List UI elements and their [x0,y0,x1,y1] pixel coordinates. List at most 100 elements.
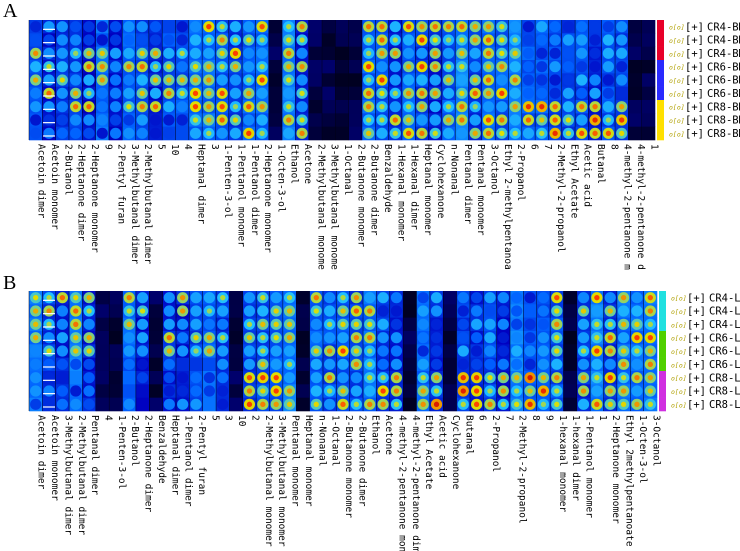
heatmap-cell [335,86,349,101]
heatmap-spot-core [445,104,452,110]
heatmap-spot [109,127,122,139]
heatmap-spot [109,101,122,113]
heatmap-spot [403,34,415,46]
heatmap-spot [589,34,601,46]
heatmap-spot-core [554,308,560,314]
heatmap-spot [536,87,548,99]
heatmap-spot [70,358,82,370]
heatmap-cell [322,33,336,47]
heatmap-spot-core [139,308,146,314]
heatmap-spot-core [433,375,440,381]
row-label: CR6-BM [707,88,740,100]
heatmap-spot-core [487,375,493,381]
compound-label: 2-Butanol [62,144,73,195]
row-marker: [+] [685,21,704,33]
heatmap-cell [229,371,244,385]
heatmap-cell [348,73,363,87]
heatmap-spot [589,21,601,33]
heatmap-spot-core [340,388,346,394]
heatmap-spot [591,305,603,317]
heatmap-spot [243,345,256,357]
heatmap-spot-core [219,64,225,70]
compound-label: Benzaldehyde [156,415,167,484]
heatmap-spot-core [179,90,185,96]
heatmap-cell [335,126,349,141]
heatmap-spot [136,114,148,126]
heatmap-cell [42,397,57,412]
heatmap-spot [283,127,295,139]
heatmap-cell [268,46,283,61]
heatmap-spot [442,87,455,99]
heatmap-spot [56,61,68,73]
heatmap-spot-core [232,50,239,57]
heatmap-spot [509,87,521,99]
heatmap-spot [390,292,403,304]
heatmap-cell [229,384,244,398]
heatmap-spot [190,318,202,330]
heatmap-spot-core [500,388,507,394]
heatmap-spot [602,101,614,113]
heatmap-spot-core [179,50,185,57]
heatmap-spot-core [73,308,79,314]
heatmap-spot [189,127,202,139]
heatmap-spot [136,292,149,304]
heatmap-cell [95,397,110,412]
heatmap-spot [190,385,202,397]
heatmap-spot-core [445,117,452,123]
heatmap-spot-core [433,401,440,407]
heatmap-spot [217,385,229,397]
heatmap-cell [348,46,363,61]
compound-label: 8 [608,144,619,150]
heatmap-cell [268,86,283,101]
heatmap-spot-core [206,117,212,123]
heatmap-spot [577,292,590,304]
heatmap-spot-core [232,104,239,110]
heatmap-cell [95,331,110,345]
compound-label: 2-Pentyl furan [116,144,127,224]
heatmap-spot-core [540,388,547,394]
heatmap-spot [457,305,469,317]
panel-a: A Acetoin dimer Acetoin monomer 2-Butanol 2… [0,0,740,270]
heatmap-spot [56,345,69,357]
heatmap-spot [70,385,82,397]
heatmap-spot-core [73,348,79,354]
heatmap-spot-core [432,90,438,96]
heatmap-spot [509,114,521,126]
heatmap-spot [96,101,108,113]
heatmap-cell [202,397,217,412]
heatmap-spot [310,358,322,370]
heatmap-cell [563,397,578,412]
heatmap-spot-core [419,64,425,70]
heatmap-spot-core [634,321,640,327]
heatmap-spot-core [592,104,598,110]
heatmap-spot-core [512,104,518,110]
heatmap-spot-core [620,295,627,301]
compound-label: Ethanol [370,415,381,455]
heatmap-cell [296,384,310,398]
panel-b-letter: B [3,272,17,294]
heatmap-spot [256,47,268,59]
heatmap-spot-core [460,375,466,381]
heatmap-spot [83,21,95,33]
heatmap-spot-core [260,295,266,301]
heatmap-spot [30,34,42,46]
heatmap-cell [403,357,417,372]
heatmap-spot-core [126,64,132,70]
heatmap-spot [30,385,42,397]
heatmap-spot-core [620,361,627,367]
heatmap-spot-core [353,321,360,327]
heatmap-spot [56,34,68,46]
heatmap-spot-core [472,130,478,136]
heatmap-spot [229,21,242,33]
heatmap-spot-core [73,321,79,327]
heatmap-spot-core [33,335,39,341]
row-marker: [+] [687,372,706,384]
heatmap-spot [83,114,95,126]
heatmap-spot-core [232,117,239,123]
heatmap-spot [177,385,189,397]
heatmap-spot-core [419,37,425,43]
heatmap-spot-core [126,295,132,301]
heatmap-spot [70,61,82,73]
heatmap-spot-core [299,24,305,30]
heatmap-spot-core [220,335,226,341]
